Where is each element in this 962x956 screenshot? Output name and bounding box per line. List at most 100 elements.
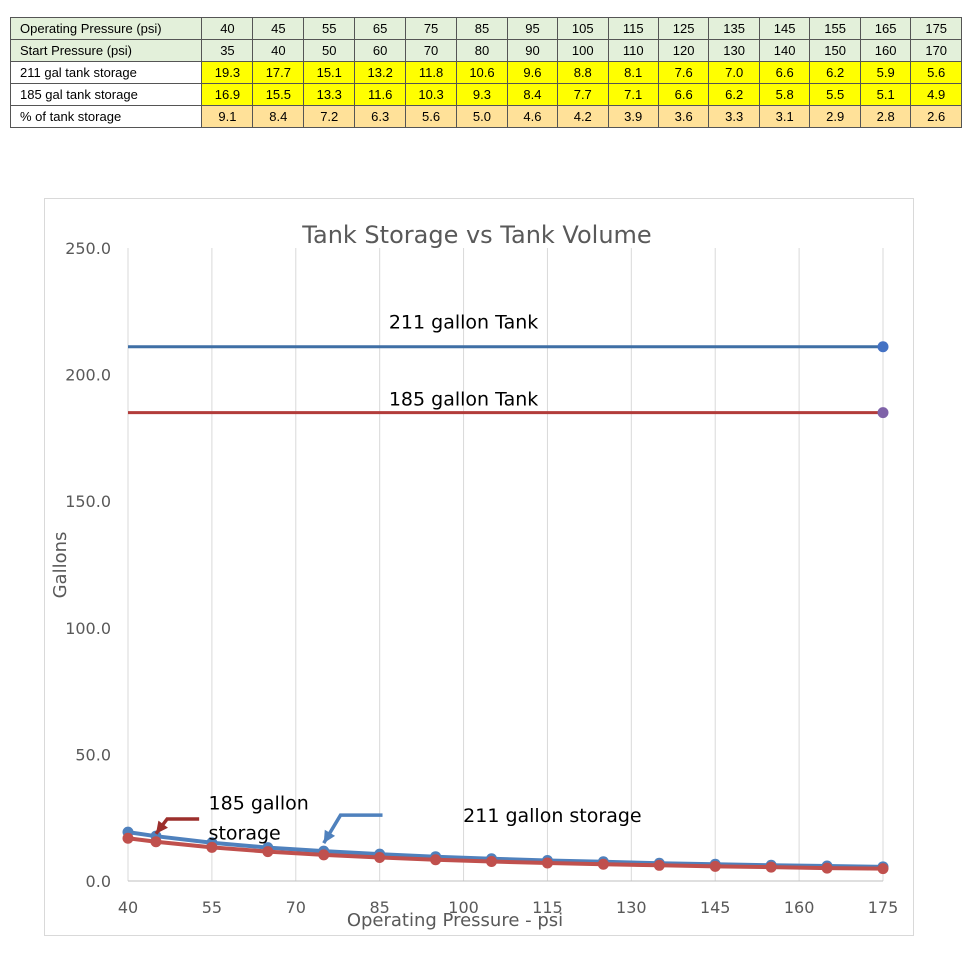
series-point [262,846,274,858]
table-cell: 5.5 [809,83,861,106]
table-cell: 80 [456,39,508,62]
table-cell: 90 [506,39,559,62]
series-point [597,858,609,870]
annotation-label: storage [209,823,281,845]
table-cell: 50 [303,39,356,62]
table-cell: 4.2 [557,105,609,128]
table-cell: 7.0 [708,61,760,84]
table-cell: 9.3 [456,83,508,106]
series-point [765,861,777,873]
table-row: Operating Pressure (psi) 40 45 55 65 75 85 95 10… [9,17,962,40]
table-cell: 6.6 [758,61,811,84]
row-label: Operating Pressure (psi) [9,17,203,40]
series-point [709,860,721,872]
series-point [877,407,889,419]
table-cell: 9.1 [201,105,254,128]
table-cell: 7.6 [657,61,710,84]
table-cell: 7.1 [607,83,659,106]
table-cell: 150 [809,39,861,62]
data-table: Operating Pressure (psi) 40 45 55 65 75 85 95 10… [9,17,962,128]
table-cell: 115 [607,17,659,40]
series-point [318,849,330,861]
table-cell: 8.1 [607,61,659,84]
table-cell: 6.2 [708,83,760,106]
annotation-label: 211 gallon Tank [389,311,538,333]
table-cell: 130 [708,39,760,62]
table-cell: 40 [252,39,305,62]
table-cell: 5.1 [859,83,912,106]
table-cell: 3.6 [657,105,710,128]
table-cell: 155 [809,17,861,40]
table-cell: 5.9 [859,61,912,84]
annotation-arrowhead [155,820,168,834]
y-tick-label: 0.0 [86,872,111,891]
table-cell: 140 [758,39,811,62]
y-tick-label: 100.0 [65,619,111,638]
series-point [821,862,833,874]
x-axis-title: Operating Pressure - psi [347,910,563,931]
table-cell: 65 [354,17,407,40]
table-cell: 9.6 [506,61,559,84]
table-cell: 15.1 [303,61,356,84]
table-cell: 11.8 [405,61,458,84]
table-cell: 10.3 [405,83,458,106]
y-tick-label: 200.0 [65,366,111,385]
table-cell: 110 [607,39,659,62]
x-tick-label: 70 [286,898,306,917]
x-tick-label: 40 [118,898,138,917]
table-cell: 7.2 [303,105,356,128]
table-cell: 6.3 [354,105,407,128]
annotation-arrowhead [323,829,336,844]
table-cell: 5.0 [456,105,508,128]
x-tick-label: 160 [784,898,815,917]
series-point [374,851,386,863]
table-cell: 85 [456,17,508,40]
series-point [150,836,162,848]
table-cell: 8.8 [557,61,609,84]
table-cell: 95 [506,17,559,40]
table-cell: 6.2 [809,61,861,84]
table-cell: 8.4 [506,83,559,106]
annotation-label: 211 gallon storage [463,805,641,827]
row-label: 211 gal tank storage [9,61,203,84]
table-cell: 45 [252,17,305,40]
annotation-arrow [322,813,383,845]
table-cell: 11.6 [354,83,407,106]
table-cell: 8.4 [252,105,305,128]
table-row: 185 gal tank storage 16.9 15.5 13.3 11.6 10.3… [9,83,962,106]
table-cell: 10.6 [456,61,508,84]
table-cell: 170 [910,39,962,62]
table-cell: 4.9 [910,83,962,106]
chart-svg: Tank Storage vs Tank Volume 0.0 50.0 100.0 1… [50,221,899,931]
series-point [653,859,665,871]
table-cell: 2.9 [809,105,861,128]
x-tick-label: 175 [868,898,899,917]
table-cell: 120 [657,39,710,62]
x-tick-label: 115 [532,898,563,917]
row-label: Start Pressure (psi) [9,39,203,62]
series-point [877,863,889,875]
table-cell: 55 [303,17,356,40]
table-cell: 145 [758,17,811,40]
series-point [486,856,498,868]
series-point [122,832,134,844]
table-cell: 2.8 [859,105,912,128]
table-cell: 13.2 [354,61,407,84]
chart-area: Tank Storage vs Tank Volume 0.0 50.0 100.0 1… [44,198,914,936]
table-cell: 3.9 [607,105,659,128]
table-cell: 60 [354,39,407,62]
table-cell: 5.8 [758,83,811,106]
series-point [877,341,889,353]
y-tick-label: 50.0 [75,745,111,764]
table-cell: 100 [557,39,609,62]
table-cell: 35 [201,39,254,62]
table-cell: 15.5 [252,83,305,106]
table-cell: 5.6 [405,105,458,128]
table-body: Operating Pressure (psi) 40 45 55 65 75 85 95 10… [9,17,962,128]
row-label: 185 gal tank storage [9,83,203,106]
x-tick-label: 130 [616,898,647,917]
x-tick-label: 85 [369,898,389,917]
table-cell: 17.7 [252,61,305,84]
series-point [430,854,442,866]
x-tick-label: 55 [202,898,222,917]
